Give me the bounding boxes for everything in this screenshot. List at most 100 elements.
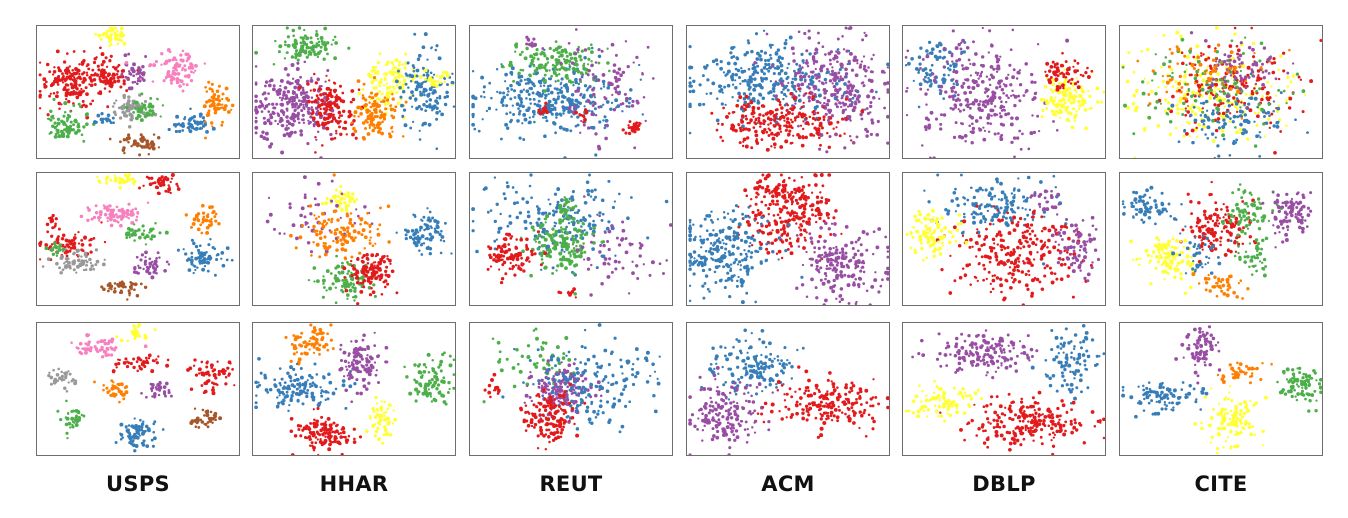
point [1235,107,1239,111]
point [105,181,109,185]
point [309,89,312,92]
point [797,30,801,34]
point [277,91,282,96]
point [131,70,135,74]
point [1070,77,1074,81]
point [425,100,429,103]
point [214,212,218,216]
point [153,181,157,185]
point [809,132,814,137]
point [798,67,803,71]
point [1210,81,1214,84]
point [1000,100,1003,103]
point [226,110,231,114]
point [739,129,743,133]
point [528,120,532,125]
point [737,75,742,80]
point [118,116,123,120]
point [307,99,311,104]
point [1221,111,1226,116]
point [340,114,344,117]
point [765,130,769,134]
point [983,99,988,104]
point [311,44,316,49]
point [848,51,853,56]
point [1194,74,1197,77]
point [1198,93,1202,97]
point [369,91,374,95]
point [851,96,855,100]
point [983,91,987,94]
point [64,124,68,127]
point [504,72,508,77]
point [617,91,621,96]
point [215,89,220,94]
point [101,32,105,37]
point [132,74,136,78]
point [612,108,617,112]
point [299,102,303,107]
point [1184,107,1187,110]
point [411,94,415,97]
point [715,118,720,123]
cluster-yellow [1039,68,1105,131]
point [594,61,598,64]
point [1234,70,1237,73]
point [639,78,642,81]
point [1174,80,1178,84]
point [1027,147,1031,151]
point [41,265,45,268]
point [765,68,769,71]
point [254,99,258,103]
point [72,123,76,127]
point [550,112,554,116]
point [612,63,617,67]
point [1198,62,1203,67]
point [821,45,825,49]
point [722,71,726,74]
cluster-orange [202,80,235,140]
point [764,112,769,116]
point [753,60,757,65]
point [535,92,538,96]
point [830,69,834,73]
point [428,92,431,95]
point [1201,78,1206,83]
point [438,110,442,113]
point [82,89,85,93]
point [1126,105,1130,110]
point [379,77,383,81]
point [719,66,723,71]
point [1030,80,1034,84]
point [842,48,846,51]
point [822,87,827,92]
point [922,78,926,81]
point [747,78,751,82]
point [554,108,557,112]
point [954,79,959,84]
point [872,53,875,57]
point [81,99,85,103]
point [788,129,792,133]
point [581,73,584,77]
point [529,54,534,59]
point [995,86,999,90]
point [834,132,838,137]
point [533,53,537,57]
point [111,208,116,212]
point [827,118,830,122]
point [1168,132,1172,136]
point [945,60,949,64]
point [1018,83,1023,87]
point [697,102,702,107]
point [740,67,743,70]
point [593,101,596,104]
point [439,81,442,85]
point [870,57,874,61]
point [118,180,123,185]
point [109,213,113,218]
point [554,112,559,117]
point [1291,74,1296,78]
point [76,128,81,133]
point [316,109,320,112]
